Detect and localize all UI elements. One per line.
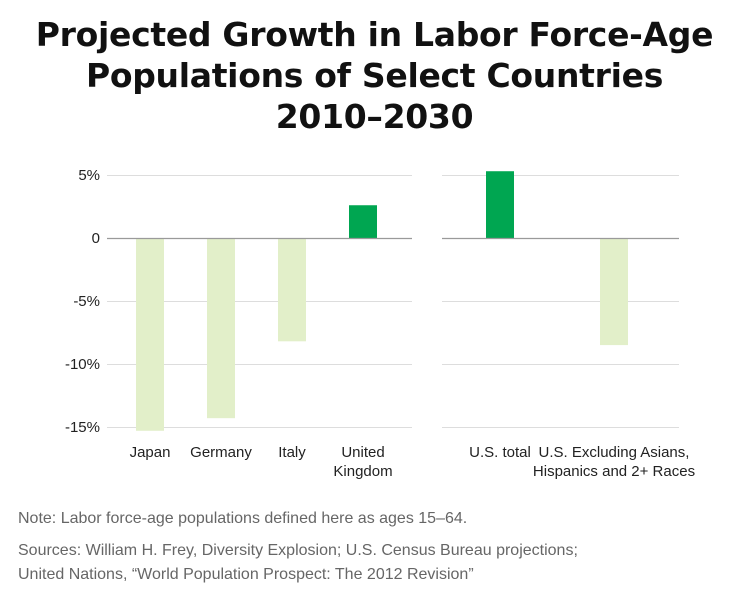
- category-label-u-s-total: U.S. total: [469, 444, 531, 461]
- chart-title-line-1: Projected Growth in Labor Force-Age: [35, 15, 714, 54]
- category-label-germany: Germany: [190, 444, 252, 461]
- chart-title-line-2: Populations of Select Countries: [85, 56, 664, 95]
- y-tick-label-3: -10%: [65, 356, 100, 373]
- category-label-line: Italy: [278, 444, 306, 461]
- category-label-line: United: [341, 444, 384, 461]
- category-label-line: Hispanics and 2+ Races: [533, 463, 695, 480]
- y-tick-label-4: -15%: [65, 419, 100, 436]
- bar-chart: Japan Germany Italy United Kingdom U.S. total…: [65, 167, 695, 480]
- note-text: Note: Labor force-age populations define…: [18, 510, 468, 527]
- bar-italy: [278, 238, 306, 342]
- category-label-line: U.S. Excluding Asians,: [539, 444, 690, 461]
- bar-united-kingdom: [349, 205, 377, 238]
- bar-u-s-excluding-asians-hispanics-and-2-races: [600, 238, 628, 346]
- category-label-line: Japan: [130, 444, 171, 461]
- y-tick-label-1: 0: [92, 230, 100, 247]
- sources-line-1: Sources: William H. Frey, Diversity Expl…: [18, 542, 578, 559]
- category-label-japan: Japan: [130, 444, 171, 461]
- category-label-italy: Italy: [278, 444, 306, 461]
- chart-sources: Sources: William H. Frey, Diversity Expl…: [18, 539, 578, 587]
- bar-u-s-total: [486, 171, 514, 238]
- y-tick-label-2: -5%: [73, 293, 100, 310]
- sources-line-2: United Nations, “World Population Prospe…: [18, 566, 474, 583]
- chart-title: Projected Growth in Labor Force-Age Popu…: [0, 14, 749, 137]
- bar-japan: [136, 238, 164, 431]
- category-label-line: Kingdom: [333, 463, 392, 480]
- y-tick-label-0: 5%: [78, 167, 100, 184]
- chart-title-line-3: 2010–2030: [275, 97, 474, 136]
- chart-notes: Note: Labor force-age populations define…: [18, 507, 467, 531]
- category-label-u-s-excluding-asians-hispanics-and-2-races: U.S. Excluding Asians, Hispanics and 2+ R…: [533, 444, 695, 480]
- category-label-united-kingdom: United Kingdom: [333, 444, 392, 480]
- category-label-line: U.S. total: [469, 444, 531, 461]
- bar-germany: [207, 238, 235, 419]
- category-label-line: Germany: [190, 444, 252, 461]
